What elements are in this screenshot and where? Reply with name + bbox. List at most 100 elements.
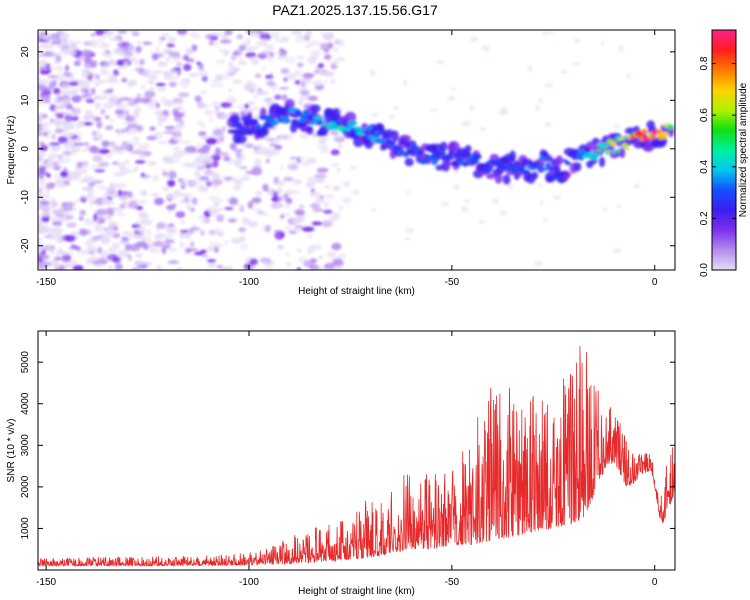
spectrogram-noise-blob	[328, 60, 340, 65]
spectrogram-noise-blob	[101, 140, 110, 148]
spectrogram-noise-blob	[49, 66, 56, 70]
spectrogram-noise-blob	[118, 241, 130, 245]
spectrogram-noise-blob	[56, 180, 66, 189]
spectrogram-noise-blob	[42, 90, 52, 96]
spectrogram-noise-blob	[134, 233, 145, 240]
spectrogram-noise-blob	[174, 100, 184, 106]
spectrogram-noise-blob	[52, 76, 64, 82]
spectrogram-noise-blob	[265, 158, 270, 164]
spectrogram-noise-blob	[38, 165, 45, 169]
ridge-core	[363, 129, 369, 135]
spectrogram-noise-blob	[161, 246, 167, 254]
spectrogram-noise-blob	[113, 206, 123, 213]
colorbar: 0.0 0.2 0.4 0.6 0.8 Normalized spectral ampl…	[699, 29, 749, 277]
ridge-core	[303, 109, 311, 116]
spectrogram-noise-blob	[237, 61, 248, 65]
spectrogram-faint-blob	[469, 36, 478, 42]
ridge-core	[538, 156, 547, 161]
snr-marks	[38, 345, 675, 568]
spectrogram-noise-blob	[56, 158, 68, 164]
ridge-core	[444, 154, 453, 158]
snr-x-tick-label: -150	[36, 577, 56, 588]
spectrogram-noise-blob	[191, 44, 198, 52]
spectrogram-noise-blob	[40, 53, 47, 57]
spectrogram-noise-blob	[320, 146, 331, 154]
spectrogram-noise-blob	[168, 171, 177, 179]
spectrogram-noise-blob	[70, 149, 77, 153]
spectrogram-noise-blob	[166, 43, 175, 48]
spectrogram-noise-blob	[55, 223, 60, 229]
spectrogram-noise-blob	[73, 107, 82, 115]
spectrogram-noise-blob	[200, 230, 205, 237]
spectrogram-noise-blob	[104, 115, 110, 119]
spectrogram-noise-blob	[201, 75, 208, 82]
spectrogram-noise-blob	[112, 48, 124, 55]
spectrogram-y-tick-label: 0	[20, 146, 31, 152]
spectrogram-noise-blob	[38, 152, 42, 159]
spectrogram-noise-blob	[39, 43, 50, 50]
spectrogram-noise-blob	[291, 30, 303, 36]
spectrogram-noise-blob	[90, 33, 96, 37]
spectrogram-y-axis: -20 -10 0 10 20	[20, 46, 675, 253]
spectrogram-noise-blob	[204, 109, 213, 116]
spectrogram-noise-blob	[156, 87, 167, 92]
ridge-halo	[391, 130, 399, 142]
spectrogram-noise-blob	[257, 90, 270, 96]
spectrogram-noise-blob	[54, 121, 62, 126]
spectrogram-faint-blob	[402, 79, 408, 87]
spectrogram-noise-blob	[80, 249, 92, 254]
spectrogram-noise-blob	[283, 176, 294, 182]
spectrogram-noise-blob	[309, 264, 318, 269]
spectrogram-noise-blob	[277, 245, 284, 250]
spectrogram-noise-blob	[218, 198, 223, 203]
spectrogram-noise-blob	[47, 153, 59, 159]
spectrogram-noise-blob	[161, 168, 166, 172]
spectrogram-y-tick-label: 10	[20, 94, 31, 106]
spectrogram-noise-blob	[210, 84, 218, 88]
spectrogram-faint-blob	[527, 65, 533, 72]
spectrogram-noise-blob	[192, 178, 204, 186]
spectrogram-noise-blob	[38, 224, 43, 232]
spectrogram-faint-blob	[613, 124, 622, 129]
spectrogram-noise-blob	[135, 67, 145, 73]
spectrogram-noise-blob	[198, 69, 208, 77]
spectrogram-noise-blob	[219, 39, 232, 44]
spectrogram-noise-blob	[95, 208, 107, 216]
spectrogram-faint-blob	[552, 195, 562, 200]
spectrogram-noise-blob	[263, 261, 268, 266]
spectrogram-faint-blob	[404, 228, 415, 234]
spectrogram-noise-blob	[63, 72, 73, 77]
spectrogram-faint-blob	[349, 165, 357, 170]
spectrogram-noise-blob	[291, 217, 303, 225]
spectrogram-noise-blob	[167, 179, 176, 187]
snr-y-tick-label: 5000	[20, 351, 31, 374]
ridge-core	[257, 128, 265, 133]
spectrogram-noise-blob	[62, 98, 69, 105]
spectrogram-noise-blob	[61, 254, 72, 263]
spectrogram-noise-blob	[109, 37, 121, 42]
spectrogram-noise-blob	[140, 172, 145, 177]
spectrogram-noise-blob	[279, 164, 284, 170]
spectrogram-noise-blob	[39, 31, 49, 37]
spectrogram-noise-blob	[323, 201, 330, 208]
spectrogram-noise-blob	[302, 72, 315, 79]
ridge-core	[294, 110, 302, 116]
spectrogram-faint-blob	[492, 198, 499, 205]
spectrogram-noise-blob	[196, 61, 202, 66]
spectrogram-noise-blob	[229, 197, 239, 205]
spectrogram-noise-blob	[51, 133, 56, 140]
spectrogram-noise-blob	[324, 48, 329, 53]
spectrogram-noise-blob	[246, 101, 256, 105]
spectrogram-noise-blob	[95, 235, 103, 240]
spectrogram-faint-blob	[548, 31, 554, 35]
spectrogram-noise-blob	[135, 45, 142, 53]
spectrogram-noise-blob	[172, 111, 180, 115]
ridge-core	[595, 148, 603, 153]
ridge-halo	[384, 129, 394, 136]
spectrogram-noise-blob	[49, 80, 57, 88]
spectrogram-noise-blob	[79, 228, 88, 236]
ridge-halo	[464, 145, 472, 153]
spectrogram-x-tick-label: -100	[239, 277, 259, 288]
spectrogram-noise-blob	[244, 38, 251, 46]
spectrogram-faint-blob	[453, 183, 460, 190]
